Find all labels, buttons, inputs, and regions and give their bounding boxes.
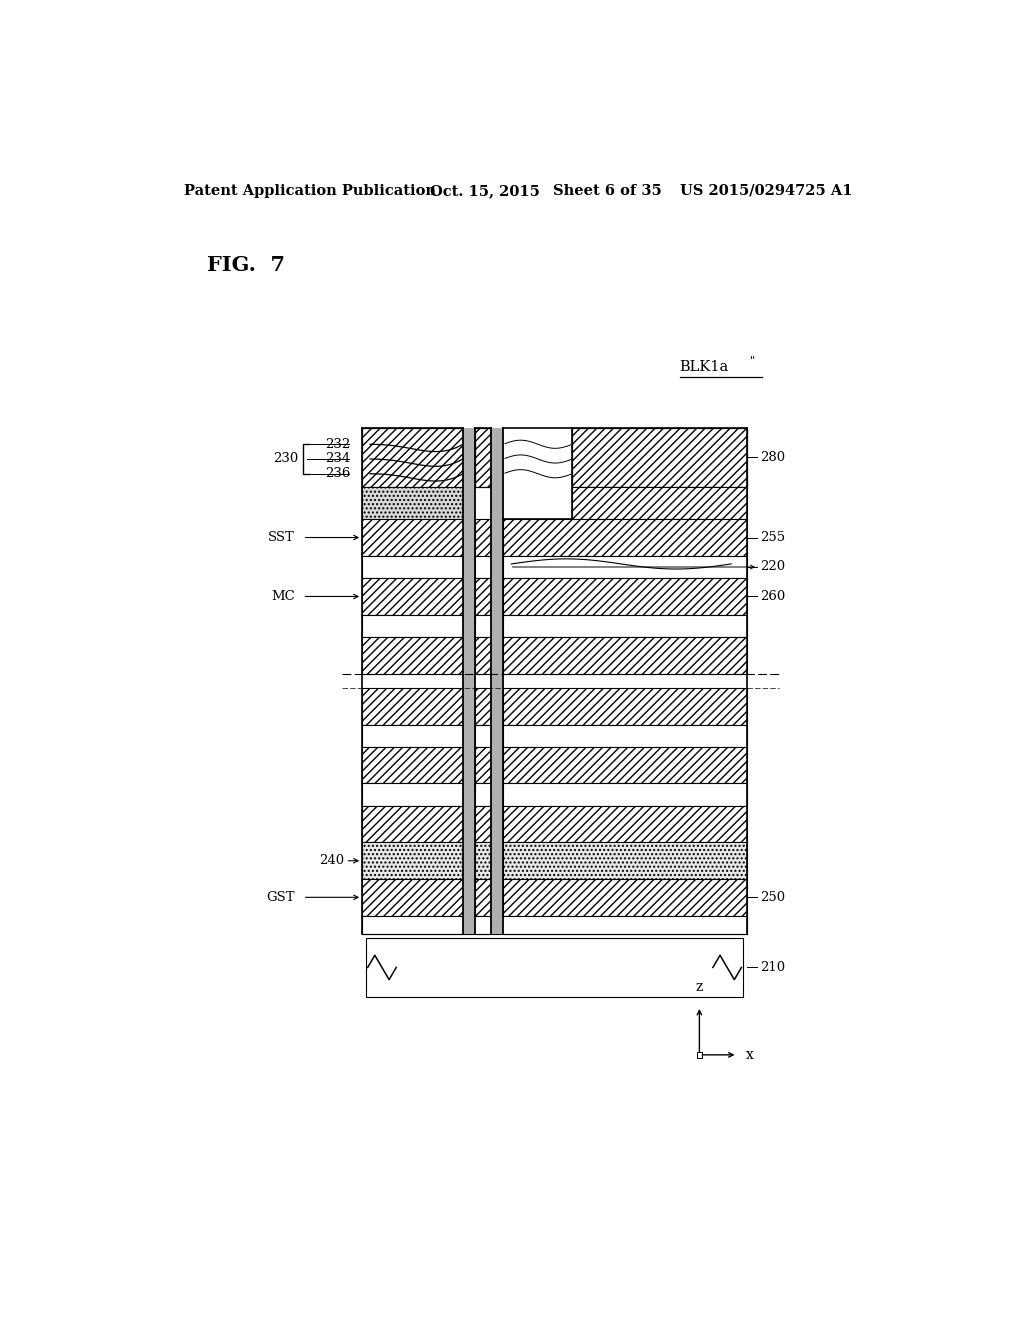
Bar [475,688,492,725]
Text: SST: SST [268,531,295,544]
Bar [504,519,748,556]
Text: 280: 280 [760,450,784,463]
Bar [362,916,748,935]
Text: x: x [745,1048,754,1061]
Text: 240: 240 [319,854,345,867]
Bar [697,1052,701,1057]
Text: BLK1a: BLK1a [680,360,729,374]
Bar [362,615,463,638]
Text: Sheet 6 of 35: Sheet 6 of 35 [553,183,662,198]
Bar [362,784,463,805]
Bar [475,556,492,578]
Text: US 2015/0294725 A1: US 2015/0294725 A1 [680,183,852,198]
Bar [475,805,492,842]
Text: 220: 220 [760,561,784,573]
Text: 260: 260 [760,590,785,603]
Bar [362,428,463,487]
Bar [504,688,748,725]
Bar [504,638,748,673]
Bar [367,939,743,997]
Bar [362,747,463,784]
Text: FIG.  7: FIG. 7 [207,255,286,275]
Bar [475,842,492,879]
Bar [475,428,492,487]
Bar [362,638,463,673]
Bar [504,556,748,578]
Text: 210: 210 [760,961,784,974]
Bar [362,688,463,725]
Text: 230: 230 [273,453,299,466]
Bar [362,519,463,556]
Bar [504,615,748,638]
Bar [572,487,748,519]
Bar [504,725,748,747]
Bar [572,428,748,487]
Bar [504,879,748,916]
Bar [362,487,463,519]
Bar [362,578,463,615]
Bar [362,556,463,578]
Text: Patent Application Publication: Patent Application Publication [183,183,435,198]
Bar [475,879,492,916]
Bar [504,747,748,784]
Bar [475,747,492,784]
Text: z: z [695,979,703,994]
Text: 234: 234 [325,453,350,466]
Text: MC: MC [271,590,295,603]
Text: 232: 232 [325,438,350,450]
Text: GST: GST [266,891,295,904]
Bar [504,842,748,879]
Text: Oct. 15, 2015: Oct. 15, 2015 [430,183,540,198]
Text: '': '' [750,355,756,366]
Bar [492,428,504,935]
Bar [362,725,463,747]
Bar [362,879,463,916]
Bar [362,805,463,842]
Bar [504,578,748,615]
Bar [475,519,492,556]
Bar [362,842,463,879]
Bar [475,578,492,615]
Bar [475,784,492,805]
Text: 250: 250 [760,891,784,904]
Bar [475,615,492,638]
Bar [504,784,748,805]
Bar [475,725,492,747]
Bar [463,428,475,935]
Text: 255: 255 [760,531,784,544]
Bar [504,805,748,842]
Bar [475,638,492,673]
Text: 236: 236 [325,467,350,480]
